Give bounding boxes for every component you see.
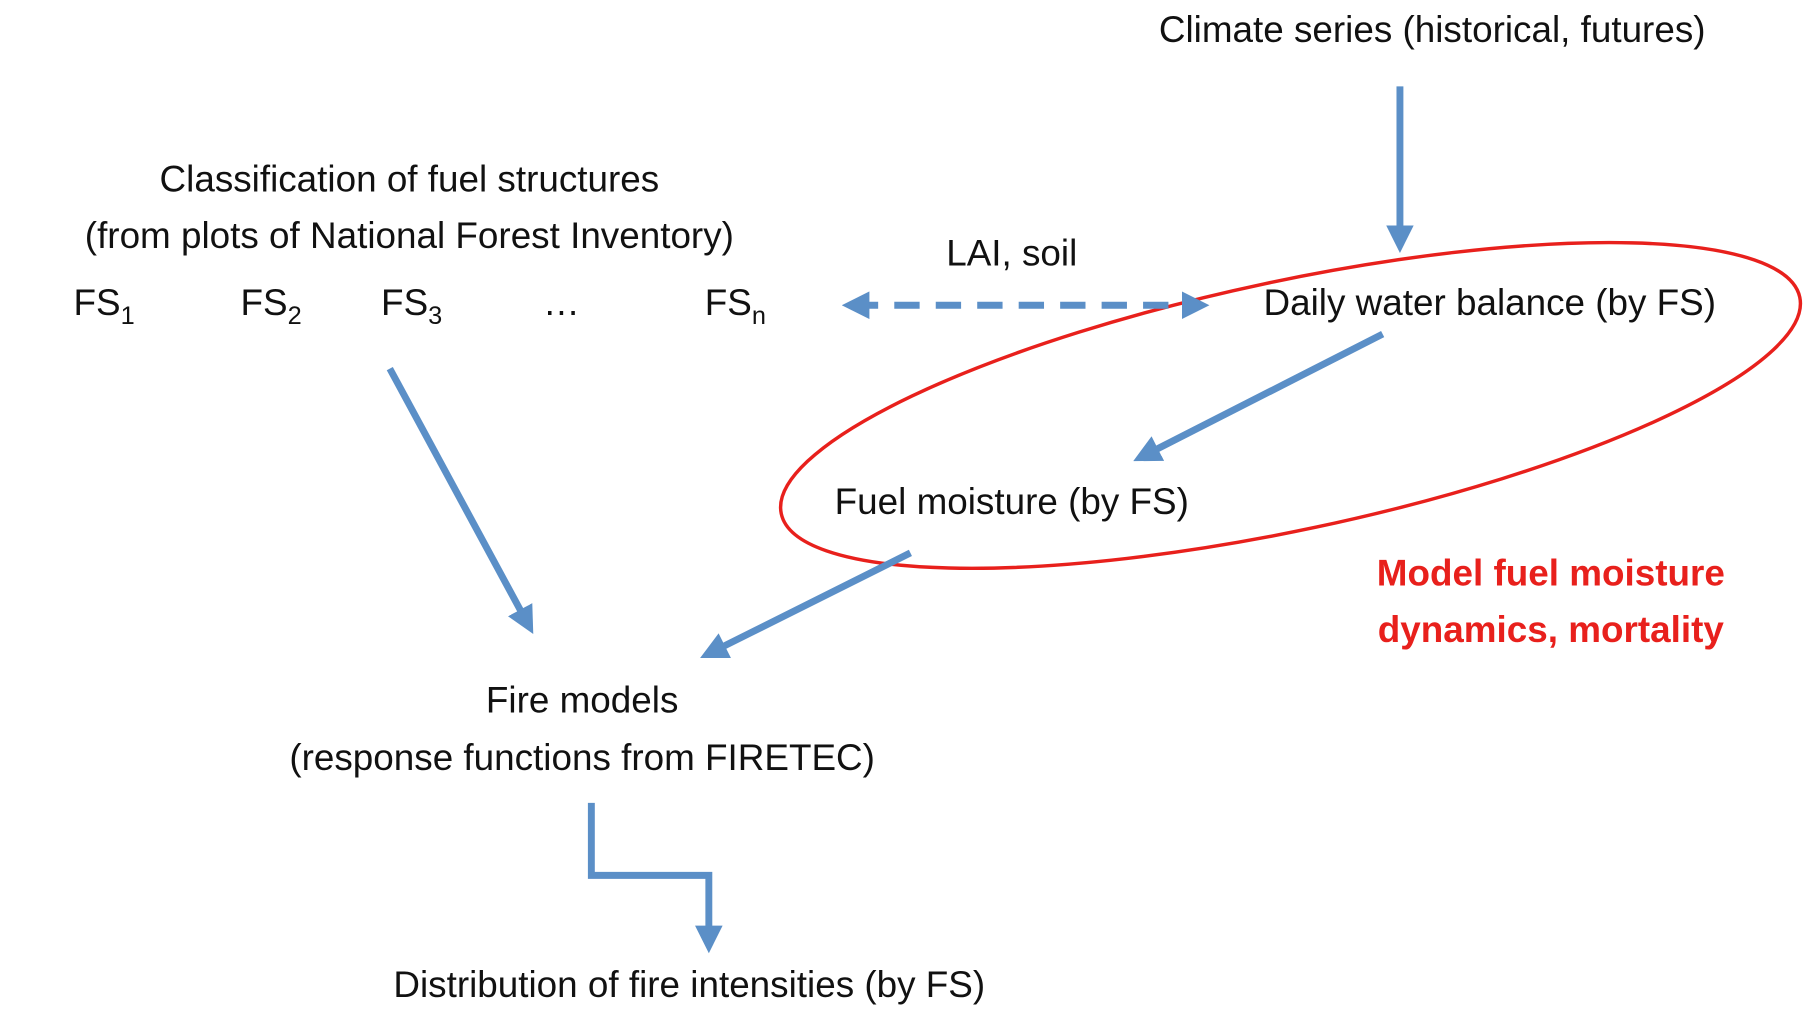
fs-item: FS1 bbox=[74, 282, 135, 329]
annotation-line: dynamics, mortality bbox=[1378, 609, 1725, 650]
fire-models-line: (response functions from FIRETEC) bbox=[289, 737, 875, 778]
edge-label: LAI, soil bbox=[946, 232, 1077, 273]
classification-line: (from plots of National Forest Inventory… bbox=[85, 215, 734, 256]
fs-sub: 3 bbox=[428, 301, 442, 329]
distribution-node: Distribution of fire intensities (by FS) bbox=[393, 964, 985, 1005]
climate-node: Climate series (historical, futures) bbox=[1159, 9, 1706, 50]
fs-item: … bbox=[543, 282, 580, 323]
fs-ellipsis: … bbox=[543, 282, 580, 323]
fs-sub: 2 bbox=[288, 301, 302, 329]
fs-base: FS bbox=[705, 282, 752, 323]
arrow bbox=[1133, 330, 1385, 462]
fs-sub: n bbox=[752, 301, 766, 329]
fs-base: FS bbox=[241, 282, 288, 323]
fs-base: FS bbox=[381, 282, 428, 323]
fs-base: FS bbox=[74, 282, 121, 323]
arrow bbox=[700, 549, 912, 659]
annotation-line: Model fuel moisture bbox=[1377, 553, 1725, 594]
water-balance-node: Daily water balance (by FS) bbox=[1264, 282, 1717, 323]
elbow-arrow bbox=[587, 802, 723, 954]
fs-item: FS2 bbox=[241, 282, 302, 329]
fs-item: FSn bbox=[705, 282, 766, 329]
fs-item: FS3 bbox=[381, 282, 442, 329]
classification-line: Classification of fuel structures bbox=[160, 159, 660, 200]
fire-models-line: Fire models bbox=[486, 679, 678, 720]
highlight-ellipse bbox=[778, 240, 1803, 571]
fs-sub: 1 bbox=[121, 301, 135, 329]
arrow bbox=[386, 366, 534, 635]
fuel-moisture-node: Fuel moisture (by FS) bbox=[835, 481, 1189, 522]
